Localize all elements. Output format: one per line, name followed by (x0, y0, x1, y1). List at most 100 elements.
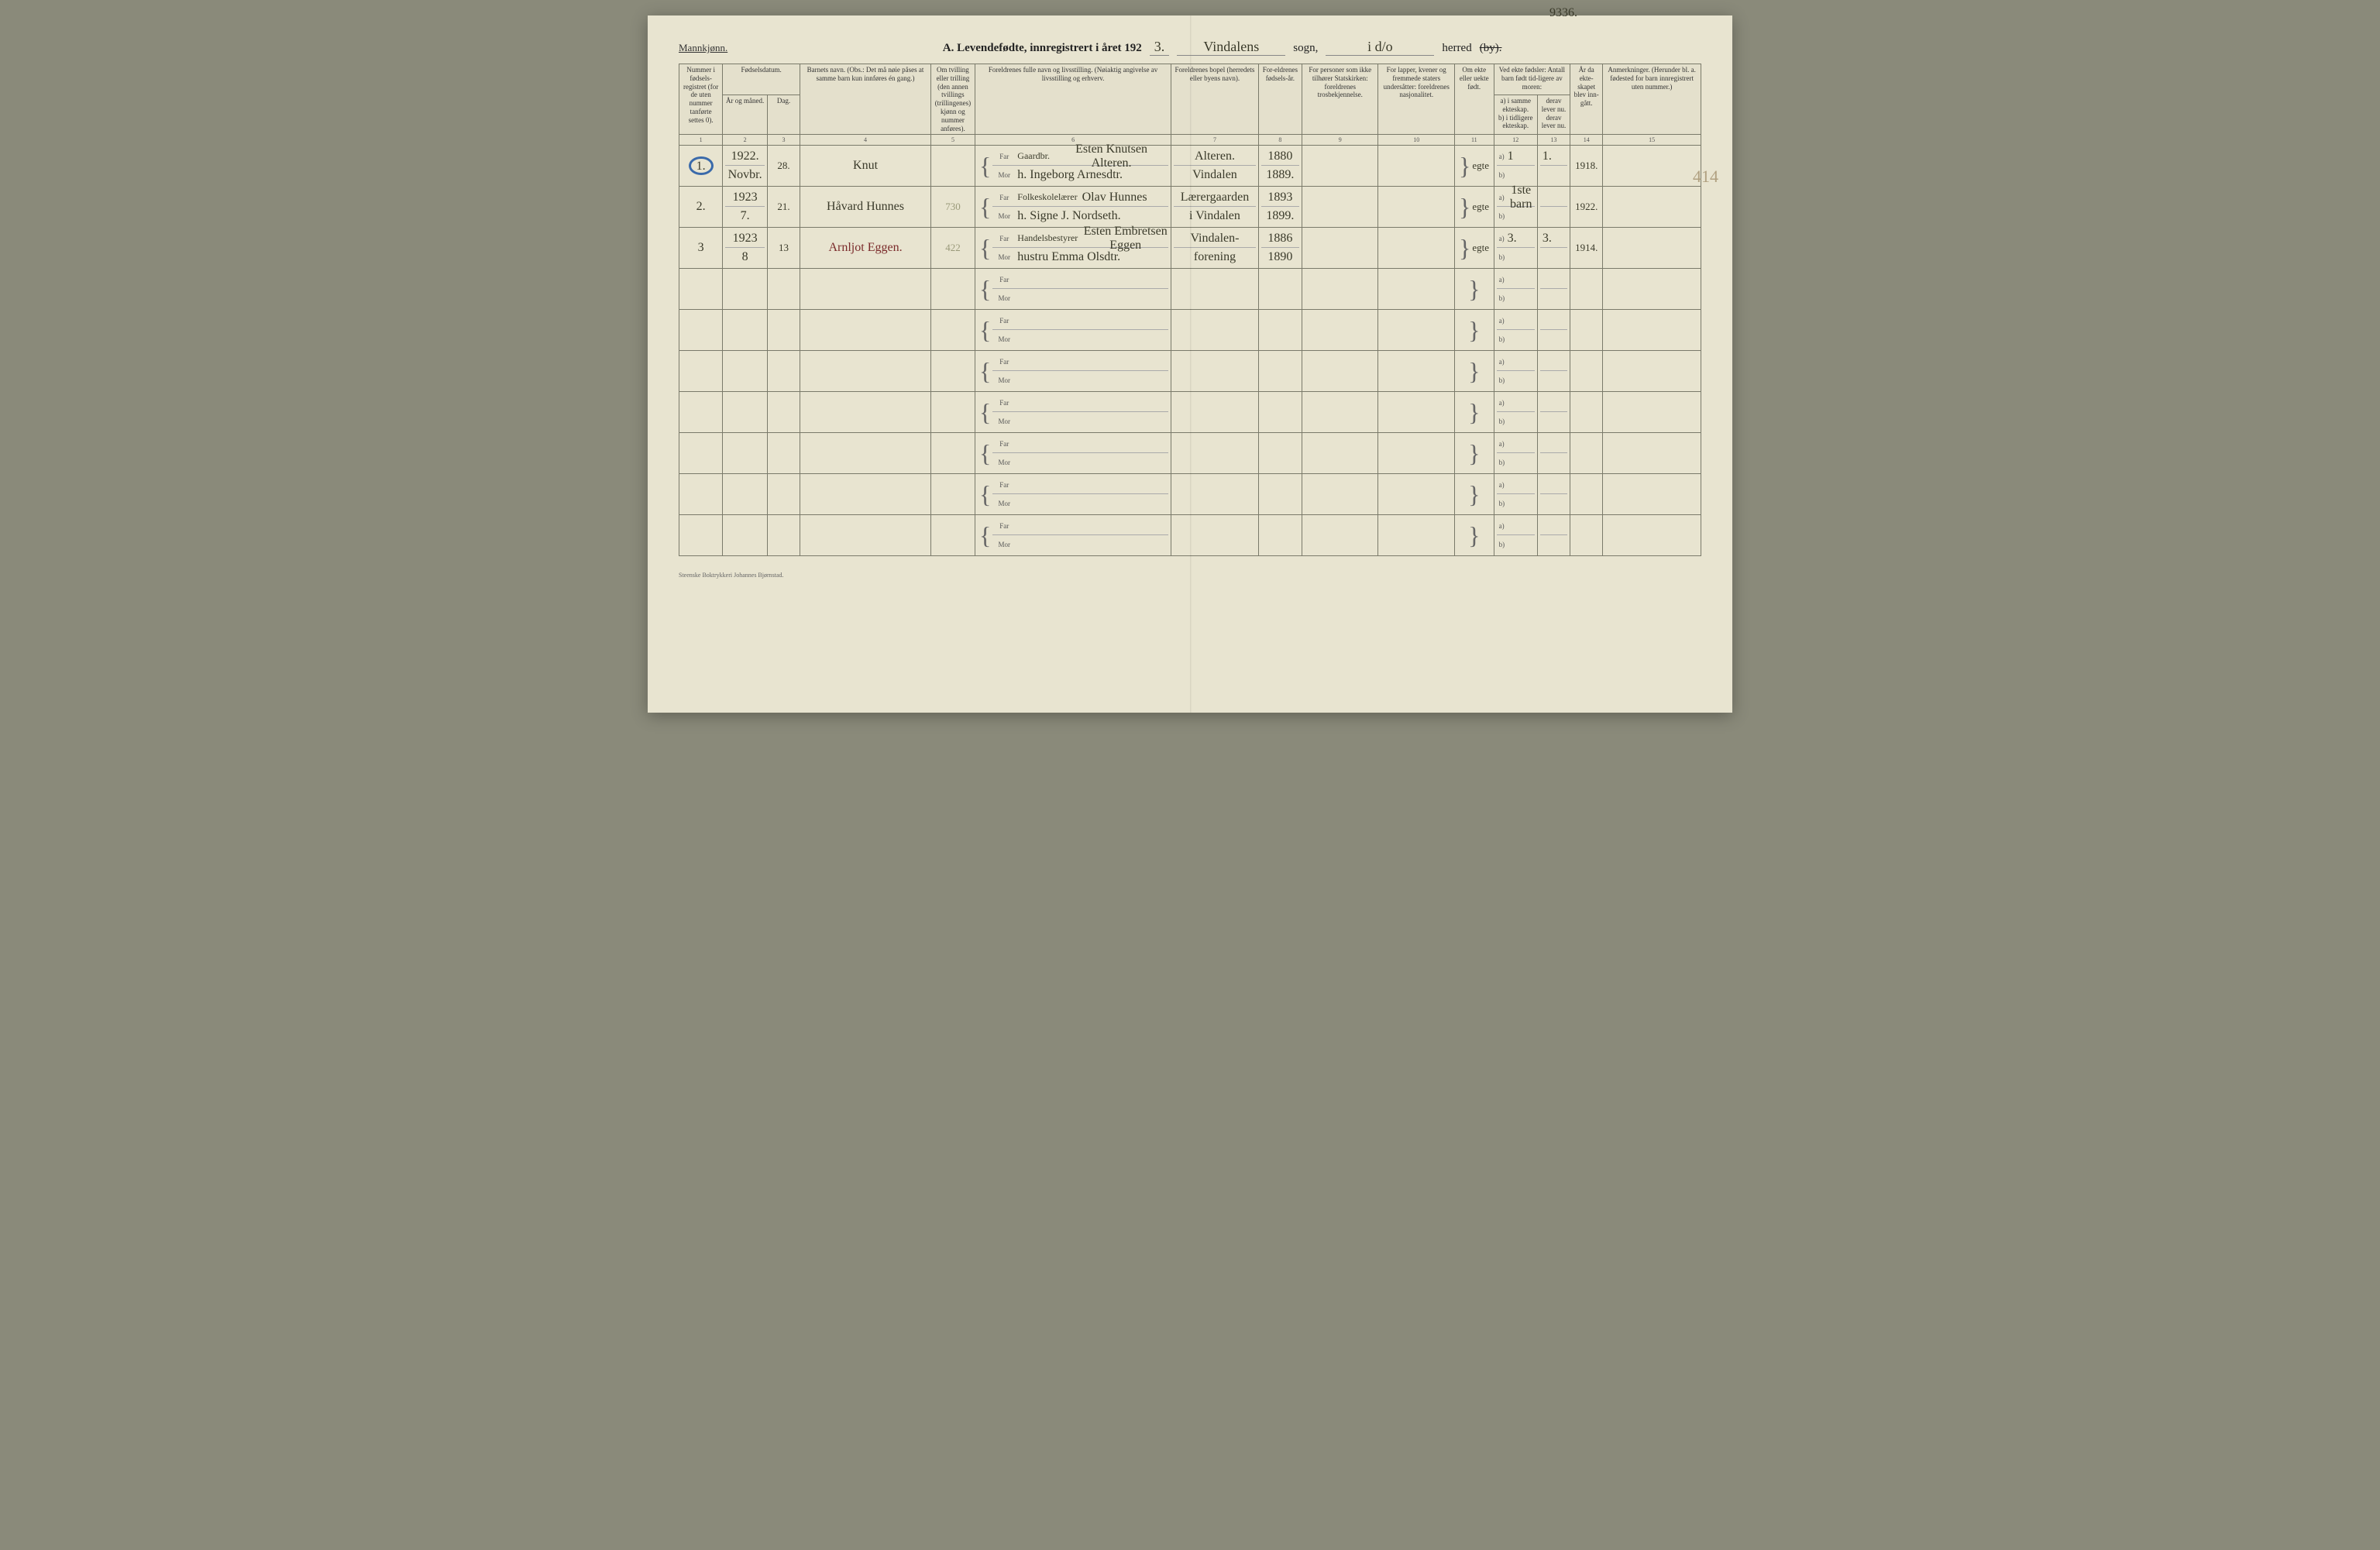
col-4: Barnets navn. (Obs.: Det må nøie påses a… (800, 64, 931, 135)
col-6: Foreldrenes fulle navn og livsstilling. … (975, 64, 1171, 135)
sogn-label: sogn, (1293, 42, 1318, 55)
col-13a-text: derav lever nu. (1540, 97, 1567, 114)
a-label: a) (1499, 235, 1505, 242)
cell-ekte: } (1454, 474, 1494, 515)
cell-ekte: } egte (1454, 187, 1494, 228)
colnum: 7 (1171, 135, 1259, 146)
cell-parents: { Far Handelsbestyrer Esten Embretsen Eg… (975, 228, 1171, 269)
mor-label: Mor (996, 253, 1013, 261)
ekte-value: egte (1472, 242, 1489, 254)
b-label: b) (1499, 294, 1505, 302)
cell-ab: a) b) (1494, 269, 1537, 310)
cell-marriage-year: 1918. (1570, 146, 1603, 187)
row-number: 3 (698, 241, 704, 254)
father-occupation: Handelsbestyrer (1017, 232, 1078, 244)
brace-icon: { (978, 188, 992, 225)
brace-icon: { (978, 517, 992, 554)
register-page: 9336. 414 Mannkjønn. A. Levendefødte, in… (648, 15, 1732, 713)
cell-c10 (1378, 146, 1454, 187)
mor-label: Mor (996, 335, 1013, 343)
mor-label: Mor (996, 294, 1013, 302)
b-label: b) (1499, 212, 1505, 220)
col-2b: Dag. (767, 95, 800, 134)
cell-c9 (1302, 187, 1378, 228)
cell-num: 2. (679, 187, 723, 228)
brace-icon: } (1457, 147, 1472, 184)
cell-ekte: } (1454, 515, 1494, 556)
herred-label: herred (1442, 42, 1471, 55)
bopel-mor: i Vindalen (1174, 207, 1256, 225)
a-value: 3. (1508, 232, 1517, 246)
cell-lever: 1. (1537, 146, 1570, 187)
cell-ab: a) b) (1494, 433, 1537, 474)
cell-c9 (1302, 228, 1378, 269)
bopel-far: Lærergaarden (1174, 188, 1256, 207)
b-label: b) (1499, 335, 1505, 343)
register-table: Nummer i fødsels-registret (for de uten … (679, 64, 1701, 556)
year-suffix: 3. (1150, 39, 1170, 56)
table-header: Nummer i fødsels-registret (for de uten … (679, 64, 1701, 146)
col-5: Om tvilling eller trilling (den annen tv… (930, 64, 975, 135)
mor-label: Mor (996, 376, 1013, 384)
b-label: b) (1499, 253, 1505, 261)
brace-icon: { (978, 270, 992, 308)
mother-name: h. Ingeborg Arnesdtr. (1017, 168, 1123, 182)
entries-body: 1. 1922. Novbr. 28. Knut { Far Gaardbr. … (679, 146, 1701, 556)
brace-icon: } (1457, 229, 1472, 266)
margin-note: 414 (1693, 167, 1718, 187)
brace-icon: } (1467, 439, 1481, 467)
mother-year: 1899. (1261, 207, 1299, 225)
cell-ekte: } egte (1454, 146, 1494, 187)
cell-remark (1603, 146, 1701, 187)
cell-remark (1603, 187, 1701, 228)
father-year: 1880 (1261, 147, 1299, 166)
bopel-far: Alteren. (1174, 147, 1256, 166)
cell-birthyears: 1893 1899. (1258, 187, 1302, 228)
year-top: 1923 (725, 229, 765, 248)
col-12a-text: a) i samme ekteskap. (1497, 97, 1535, 114)
a-value: 1 (1508, 150, 1514, 163)
brace-icon: } (1467, 480, 1481, 508)
colnum: 4 (800, 135, 931, 146)
cell-ekte: } (1454, 433, 1494, 474)
colnum: 1 (679, 135, 723, 146)
b-label: b) (1499, 541, 1505, 548)
cell-col5: 422 (930, 228, 975, 269)
cell-day: 13 (767, 228, 800, 269)
mor-label: Mor (996, 171, 1013, 179)
a-label: a) (1499, 399, 1505, 407)
ekte-value: egte (1472, 201, 1489, 213)
a-lever: 1. (1543, 150, 1552, 163)
entry-row-empty: { Far Mor } a) b) (679, 310, 1701, 351)
sogn-value: Vindalens (1177, 39, 1285, 56)
mother-name: h. Signe J. Nordseth. (1017, 209, 1120, 223)
colnum: 11 (1454, 135, 1494, 146)
entry-row-empty: { Far Mor } a) b) (679, 351, 1701, 392)
cell-ab: a) b) (1494, 351, 1537, 392)
cell-parents: { Far Mor (975, 433, 1171, 474)
far-label: Far (996, 440, 1013, 448)
cell-parents: { Far Gaardbr. Esten Knutsen Alteren. Mo… (975, 146, 1171, 187)
cell-day: 21. (767, 187, 800, 228)
cell-col5: 730 (930, 187, 975, 228)
a-label: a) (1499, 276, 1505, 284)
father-year: 1886 (1261, 229, 1299, 248)
cell-bopel: Vindalen- forening (1171, 228, 1259, 269)
bopel-far: Vindalen- (1174, 229, 1256, 248)
cell-c9 (1302, 146, 1378, 187)
herred-strike: (by). (1480, 42, 1502, 55)
cell-parents: { Far Mor (975, 269, 1171, 310)
cell-marriage-year: 1914. (1570, 228, 1603, 269)
a-value: 1ste barn (1508, 184, 1535, 211)
father-occupation: Folkeskolelærer (1017, 191, 1077, 203)
far-label: Far (996, 481, 1013, 489)
brace-icon: { (978, 147, 992, 184)
mother-year: 1889. (1261, 166, 1299, 184)
cell-ab: a) b) (1494, 515, 1537, 556)
cell-col5 (930, 146, 975, 187)
brace-icon: } (1467, 398, 1481, 426)
mor-label: Mor (996, 459, 1013, 466)
father-year: 1893 (1261, 188, 1299, 207)
col-12b-text: b) i tidligere ekteskap. (1497, 114, 1535, 131)
cell-c10 (1378, 187, 1454, 228)
